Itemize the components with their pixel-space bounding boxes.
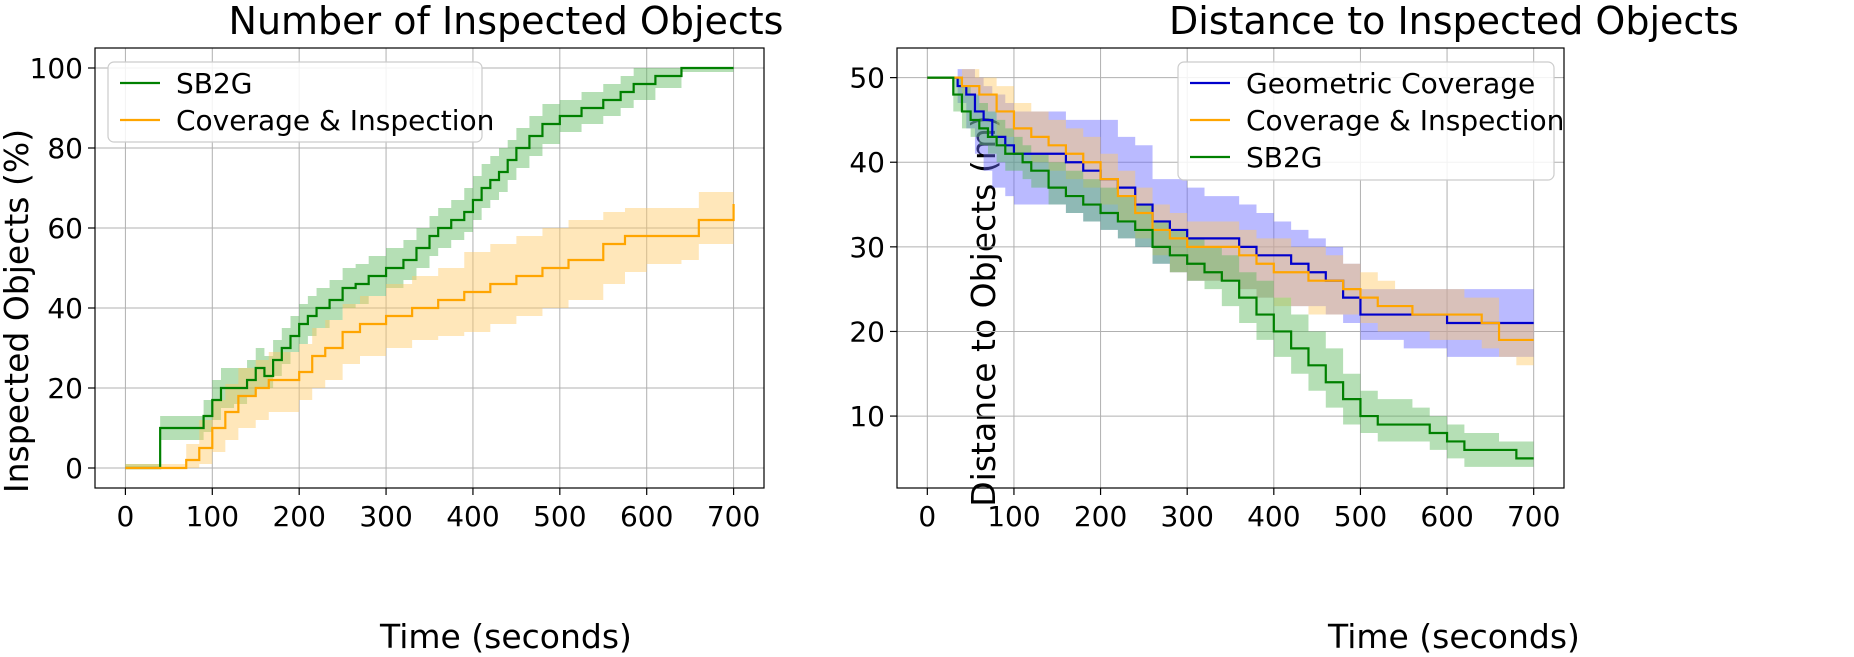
x-axis-label: Time (seconds) [379, 617, 632, 656]
y-tick-label: 80 [47, 132, 83, 165]
series-line-1 [125, 204, 735, 470]
y-axis-label: Inspected Objects (%) [0, 129, 36, 493]
plot-frame [896, 47, 1565, 489]
y-axis-label: Distance to Objects (m) [964, 115, 1003, 506]
x-tick-label: 700 [707, 500, 760, 533]
chart-title: Number of Inspected Objects [229, 0, 784, 43]
y-tick-label: 10 [849, 400, 885, 433]
chart-inspected-objects: Number of Inspected Objects Time (second… [0, 0, 783, 656]
confidence-band-0 [927, 69, 1534, 357]
series-line-0 [125, 66, 734, 470]
x-tick-label: 300 [1160, 500, 1213, 533]
legend: Geometric Coverage Coverage & Inspection S… [1177, 61, 1564, 181]
y-tick-label: 100 [30, 52, 83, 85]
y-tick-label: 20 [47, 372, 83, 405]
x-tick-label: 500 [1334, 500, 1387, 533]
plot-area: 0 100 200 300 400 500 600 700 10 20 30 40 50 [849, 47, 1565, 533]
x-tick-label: 400 [1247, 500, 1300, 533]
legend-label: Geometric Coverage [1246, 67, 1535, 100]
y-tick-label: 0 [65, 452, 83, 485]
x-tick-label: 400 [446, 500, 499, 533]
legend-label: Coverage & Inspection [176, 104, 494, 137]
confidence-band-1 [125, 184, 734, 468]
x-tick-label: 200 [272, 500, 325, 533]
x-tick-label: 600 [620, 500, 673, 533]
x-tick-label: 0 [116, 500, 134, 533]
plot-area: 0 100 200 300 400 500 600 700 0 20 40 60 80 100 [30, 47, 765, 533]
legend-label: Coverage & Inspection [1246, 104, 1564, 137]
x-tick-label: 600 [1420, 500, 1473, 533]
y-tick-label: 30 [849, 231, 885, 264]
y-tick-label: 40 [47, 292, 83, 325]
legend: SB2G Coverage & Inspection [107, 61, 494, 143]
x-tick-label: 100 [987, 500, 1040, 533]
x-tick-label: 200 [1074, 500, 1127, 533]
series-line-0 [927, 76, 1534, 325]
chart-title: Distance to Inspected Objects [1169, 0, 1739, 43]
series-line-1 [927, 76, 1534, 342]
y-tick-label: 20 [849, 315, 885, 348]
x-tick-label: 700 [1507, 500, 1560, 533]
x-tick-label: 500 [533, 500, 586, 533]
y-tick-label: 50 [849, 62, 885, 95]
confidence-band-2 [927, 77, 1534, 467]
x-tick-label: 100 [186, 500, 239, 533]
confidence-band-0 [125, 68, 734, 468]
confidence-band-1 [927, 69, 1534, 366]
legend-label: SB2G [176, 67, 253, 100]
y-tick-label: 60 [47, 212, 83, 245]
chart-distance-objects: Distance to Inspected Objects Time (seco… [849, 0, 1739, 656]
legend-box [107, 61, 483, 143]
legend-box [1177, 61, 1555, 181]
plot-frame [94, 47, 765, 489]
legend-label: SB2G [1246, 141, 1323, 174]
series-line-2 [927, 76, 1534, 460]
y-tick-label: 40 [849, 146, 885, 179]
x-tick-label: 0 [918, 500, 936, 533]
x-axis-label: Time (seconds) [1327, 617, 1580, 656]
x-tick-label: 300 [359, 500, 412, 533]
